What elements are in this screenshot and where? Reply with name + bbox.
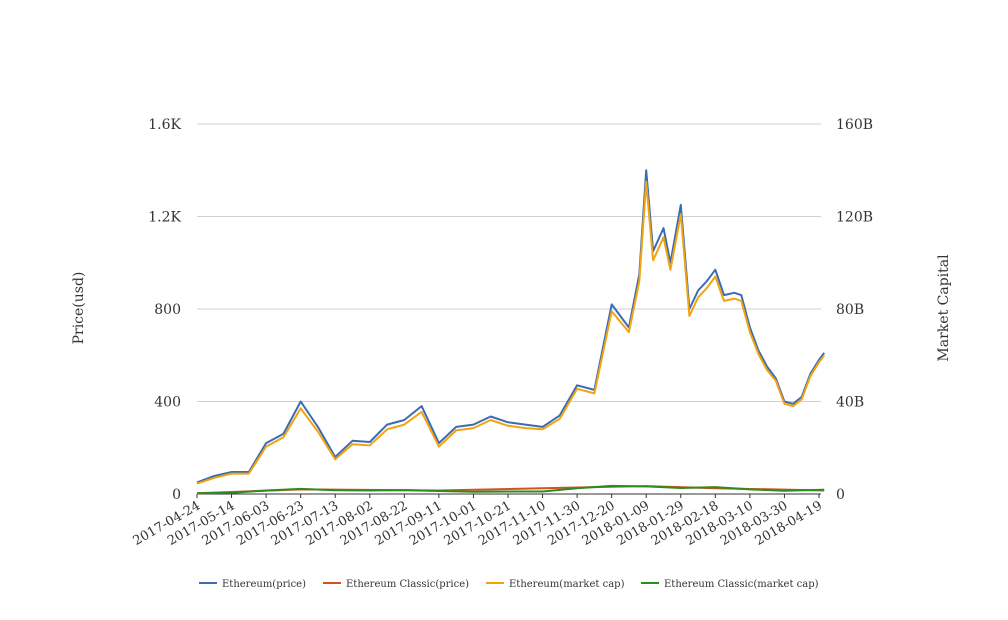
series-line-ethereum-market-cap: [196, 180, 825, 485]
series-line-ethereum-classic-market-cap: [196, 484, 825, 495]
legend-label-ethereum-classic-price[interactable]: Ethereum Classic(price): [346, 579, 469, 590]
right-y-axis-ticks: 0 40B 80B 120B 160B: [836, 117, 873, 503]
x-axis-ticks: 2017-04-242017-05-142017-06-032017-06-23…: [131, 494, 825, 549]
right-y-tick-label: 0: [836, 487, 845, 503]
right-y-axis-title: Market Capital: [936, 254, 952, 362]
right-y-tick-label: 120B: [836, 210, 873, 226]
right-y-tick-label: 40B: [836, 395, 864, 411]
left-y-tick-label: 1.2K: [148, 210, 181, 226]
gridlines: [197, 123, 821, 402]
left-y-tick-label: 800: [154, 302, 181, 318]
legend-label-ethereum-price[interactable]: Ethereum(price): [222, 579, 306, 590]
left-y-tick-label: 1.6K: [148, 117, 181, 133]
legend-label-ethereum-classic-market-cap[interactable]: Ethereum Classic(market cap): [664, 579, 819, 590]
series-line-ethereum-price: [196, 169, 826, 484]
left-y-tick-label: 0: [172, 487, 181, 503]
left-y-axis-ticks: 0 400 800 1.2K 1.6K: [148, 117, 181, 503]
series-lines: [196, 169, 826, 495]
left-y-axis-title: Price(usd): [71, 272, 87, 345]
right-y-tick-label: 80B: [836, 302, 864, 318]
right-y-tick-label: 160B: [836, 117, 873, 133]
legend-label-ethereum-market-cap[interactable]: Ethereum(market cap): [509, 579, 625, 590]
left-y-tick-label: 400: [154, 395, 181, 411]
legend: Ethereum(price) Ethereum Classic(price) Et…: [199, 579, 819, 590]
